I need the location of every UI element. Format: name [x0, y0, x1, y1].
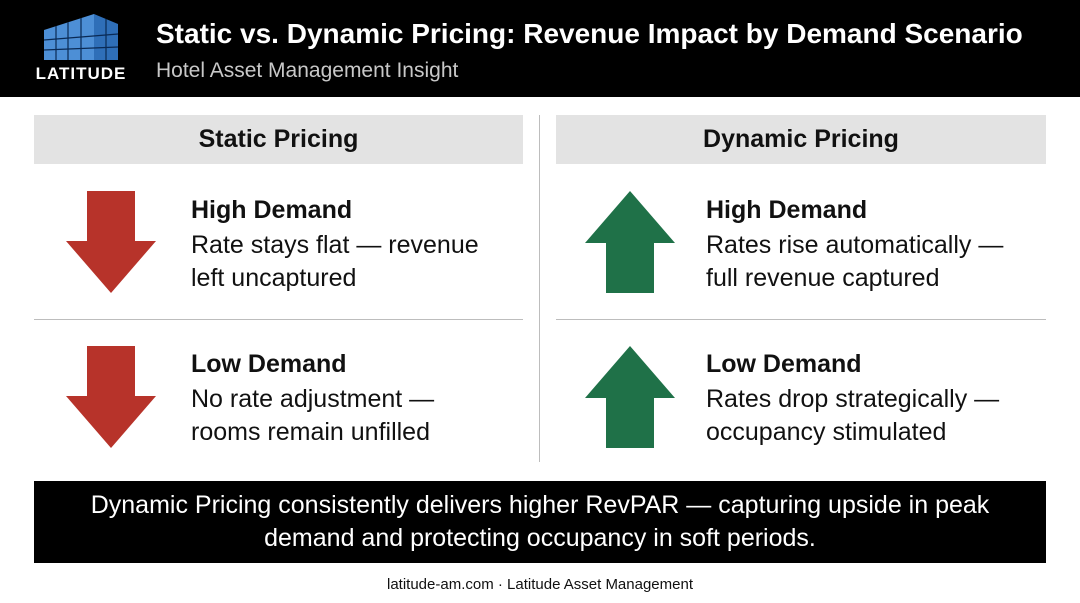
dynamic-low-demand-line2: occupancy stimulated [706, 418, 947, 446]
dynamic-high-demand-title: High Demand [706, 196, 868, 224]
row-divider-left [34, 319, 523, 320]
conclusion-text: Dynamic Pricing consistently delivers hi… [90, 491, 990, 552]
header-bar: LATITUDE Static vs. Dynamic Pricing: Rev… [0, 0, 1080, 97]
logo-text: LATITUDE [35, 64, 127, 83]
dynamic-high-demand-line1: Rates rise automatically — [706, 231, 1004, 259]
latitude-logo: LATITUDE [30, 12, 132, 84]
static-low-demand-title: Low Demand [191, 350, 347, 378]
row-divider-right [556, 319, 1046, 320]
static-pricing-heading: Static Pricing [34, 115, 523, 164]
arrow-down-icon [66, 346, 156, 448]
footer-text: latitude-am.com · Latitude Asset Managem… [387, 576, 693, 593]
conclusion-banner: Dynamic Pricing consistently delivers hi… [34, 481, 1046, 563]
arrow-up-icon [585, 346, 675, 448]
static-low-demand-line2: rooms remain unfilled [191, 418, 430, 446]
dynamic-pricing-heading: Dynamic Pricing [556, 115, 1046, 164]
static-high-demand-line2: left uncaptured [191, 264, 357, 292]
dynamic-high-demand-line2: full revenue captured [706, 264, 940, 292]
column-divider [539, 115, 540, 462]
page-title: Static vs. Dynamic Pricing: Revenue Impa… [156, 18, 1023, 49]
static-high-demand-line1: Rate stays flat — revenue [191, 231, 479, 259]
dynamic-low-demand-title: Low Demand [706, 350, 862, 378]
page-subtitle: Hotel Asset Management Insight [156, 59, 459, 82]
static-low-demand-line1: No rate adjustment — [191, 385, 435, 413]
static-high-demand-title: High Demand [191, 196, 353, 224]
building-icon [43, 14, 119, 60]
dynamic-low-demand-line1: Rates drop strategically — [706, 385, 1000, 413]
arrow-down-icon [66, 191, 156, 293]
arrow-up-icon [585, 191, 675, 293]
